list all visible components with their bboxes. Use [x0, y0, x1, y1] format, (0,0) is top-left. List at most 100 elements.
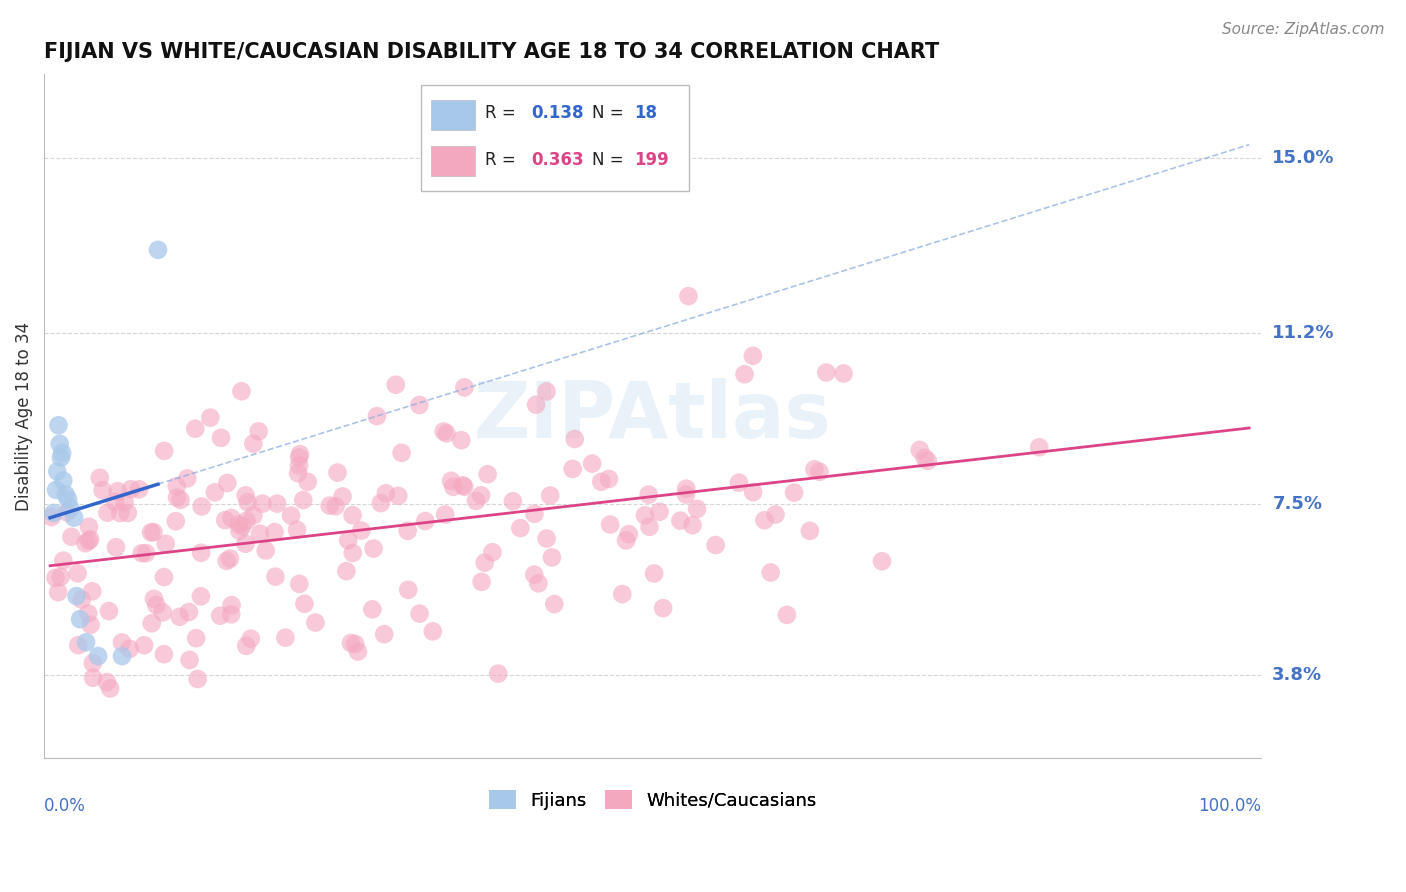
Point	[79, 533, 101, 547]
Point	[808, 465, 831, 479]
Point	[96, 506, 118, 520]
Point	[104, 541, 127, 555]
Point	[75, 635, 97, 649]
Point	[242, 436, 264, 450]
Point	[190, 500, 212, 514]
Text: 0.0%: 0.0%	[44, 797, 86, 814]
Point	[117, 506, 139, 520]
Point	[470, 488, 492, 502]
Point	[177, 605, 200, 619]
Point	[187, 672, 209, 686]
Point	[169, 492, 191, 507]
Point	[370, 496, 392, 510]
Point	[374, 486, 396, 500]
Text: N =: N =	[592, 104, 628, 122]
Point	[612, 587, 634, 601]
Text: N =: N =	[592, 151, 628, 169]
Point	[65, 589, 87, 603]
Point	[759, 566, 782, 580]
Point	[637, 488, 659, 502]
Point	[228, 524, 250, 538]
Point	[118, 641, 141, 656]
Point	[131, 546, 153, 560]
Point	[318, 499, 340, 513]
Text: 199: 199	[634, 151, 669, 169]
Point	[363, 541, 385, 556]
Text: 3.8%: 3.8%	[1272, 665, 1323, 683]
Point	[413, 514, 436, 528]
Point	[52, 474, 75, 488]
Point	[63, 510, 86, 524]
Point	[436, 426, 458, 441]
Point	[141, 616, 163, 631]
Point	[509, 521, 531, 535]
Point	[142, 591, 165, 606]
Point	[217, 475, 239, 490]
Point	[249, 526, 271, 541]
Point	[145, 598, 167, 612]
Point	[247, 425, 270, 439]
Point	[292, 493, 315, 508]
Text: R =: R =	[485, 151, 520, 169]
Point	[153, 647, 176, 661]
Point	[104, 495, 127, 509]
Point	[228, 517, 250, 532]
Point	[60, 530, 83, 544]
Point	[236, 495, 259, 509]
Point	[280, 508, 302, 523]
Point	[219, 607, 242, 622]
Text: 0.138: 0.138	[531, 104, 583, 122]
Point	[326, 466, 349, 480]
Y-axis label: Disability Age 18 to 34: Disability Age 18 to 34	[15, 321, 32, 510]
Point	[48, 418, 70, 433]
Point	[200, 410, 222, 425]
Point	[179, 653, 201, 667]
Point	[599, 517, 621, 532]
Point	[55, 487, 77, 501]
Point	[524, 398, 547, 412]
Point	[682, 518, 704, 533]
Point	[776, 607, 799, 622]
Point	[754, 513, 776, 527]
Point	[114, 495, 136, 509]
Point	[441, 480, 464, 494]
Point	[832, 367, 855, 381]
Point	[481, 545, 503, 559]
Point	[252, 497, 274, 511]
Point	[42, 506, 65, 520]
Point	[408, 607, 430, 621]
Point	[209, 608, 232, 623]
Text: 0.363: 0.363	[531, 151, 583, 169]
Point	[914, 450, 936, 465]
Point	[422, 624, 444, 639]
Point	[536, 532, 558, 546]
Point	[56, 505, 79, 519]
Point	[335, 564, 357, 578]
Point	[344, 637, 367, 651]
Point	[66, 566, 89, 581]
Point	[288, 458, 311, 473]
Point	[288, 447, 311, 461]
Point	[908, 442, 931, 457]
Point	[98, 681, 121, 696]
Point	[337, 533, 360, 548]
Point	[728, 475, 751, 490]
Point	[294, 597, 316, 611]
Point	[523, 507, 546, 521]
Point	[523, 567, 546, 582]
Point	[450, 433, 472, 447]
Point	[49, 570, 72, 584]
Point	[87, 649, 110, 664]
Point	[803, 462, 825, 476]
Point	[451, 478, 474, 492]
Point	[704, 538, 727, 552]
Point	[304, 615, 326, 630]
Point	[82, 671, 104, 685]
Point	[204, 485, 226, 500]
Point	[564, 432, 586, 446]
Point	[433, 425, 456, 439]
Point	[186, 631, 208, 645]
Point	[598, 472, 620, 486]
Point	[235, 537, 257, 551]
Point	[274, 631, 297, 645]
